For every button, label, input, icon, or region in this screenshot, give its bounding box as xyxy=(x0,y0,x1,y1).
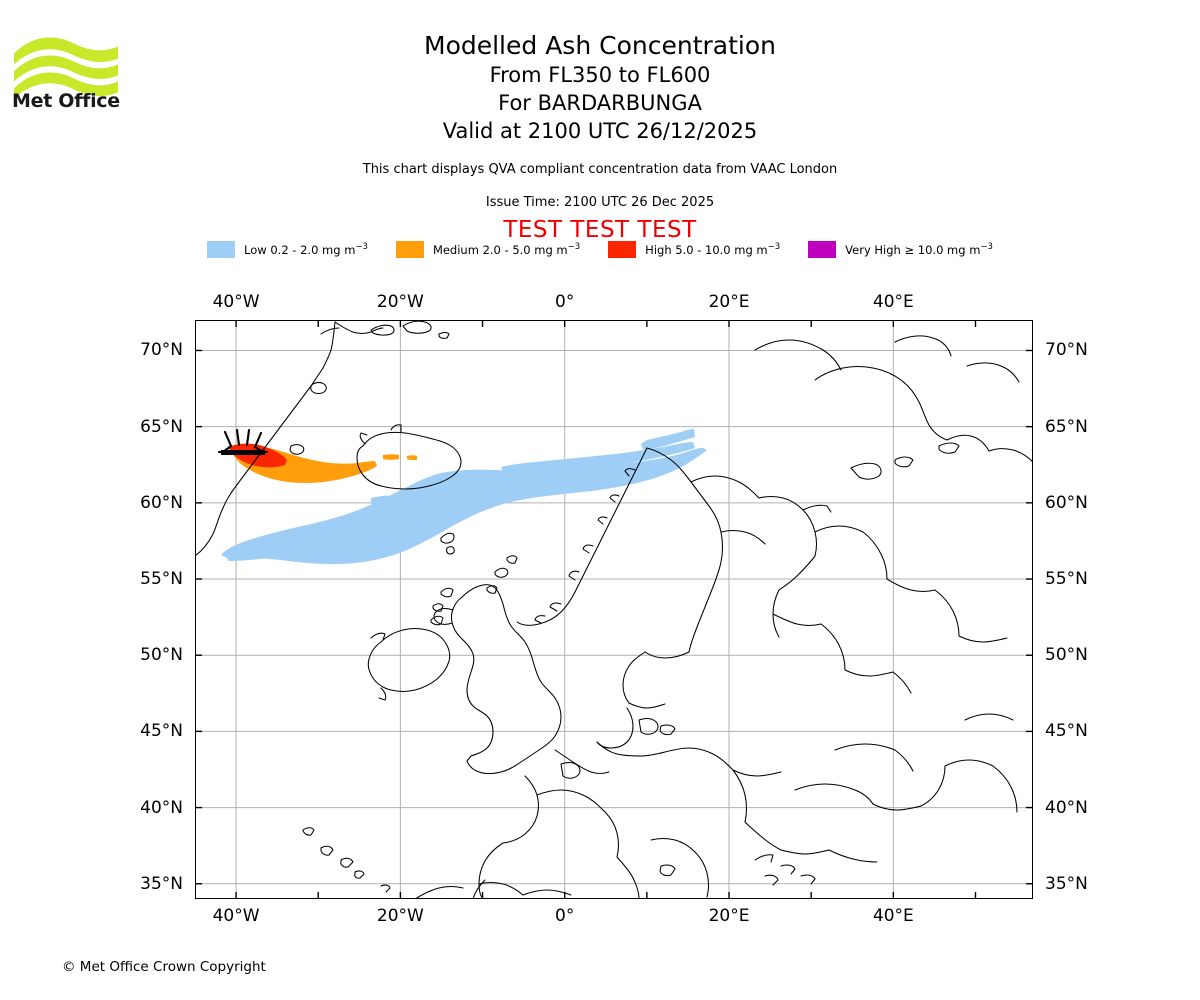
valid-time: Valid at 2100 UTC 26/12/2025 xyxy=(442,119,758,143)
copyright-footer: © Met Office Crown Copyright xyxy=(62,959,266,975)
lat-label-left: 65°N xyxy=(140,416,183,437)
legend-swatch xyxy=(207,241,236,258)
chart-note: This chart displays QVA compliant concen… xyxy=(362,162,838,177)
lon-label-top: 40°E xyxy=(872,292,914,312)
legend-swatch xyxy=(808,241,837,258)
lat-label-right: 35°N xyxy=(1045,873,1088,894)
lon-label-top: 40°W xyxy=(212,292,260,312)
lat-label-right: 55°N xyxy=(1045,569,1088,590)
map-gridlines xyxy=(195,320,1033,899)
lon-label-top: 20°W xyxy=(376,292,424,312)
met-office-logo xyxy=(14,37,118,99)
concentration-legend: Low 0.2 - 2.0 mg m−3 Medium 2.0 - 5.0 mg … xyxy=(0,241,1200,258)
lon-label-bottom: 0° xyxy=(555,906,575,926)
lat-label-right: 65°N xyxy=(1045,416,1088,437)
map-canvas xyxy=(195,320,1033,899)
map-plot-area xyxy=(195,320,1033,899)
test-banner: TEST TEST TEST xyxy=(503,217,697,243)
legend-label: Low 0.2 - 2.0 mg m−3 xyxy=(244,242,368,257)
logo-wordmark: Met Office xyxy=(12,90,120,112)
lat-label-right: 50°N xyxy=(1045,645,1088,666)
volcano-name-line: For BARDARBUNGA xyxy=(498,91,702,115)
legend-label: Medium 2.0 - 5.0 mg m−3 xyxy=(432,242,581,257)
lon-label-bottom: 40°E xyxy=(872,906,914,926)
volcano-marker-base xyxy=(221,450,265,455)
lat-label-left: 35°N xyxy=(140,873,183,894)
lat-label-left: 55°N xyxy=(140,569,183,590)
lon-label-top: 0° xyxy=(555,292,575,312)
lat-label-right: 45°N xyxy=(1045,721,1088,742)
legend-label: Very High ≥ 10.0 mg m−3 xyxy=(845,242,993,257)
legend-item-low: Low 0.2 - 2.0 mg m−3 xyxy=(207,241,368,258)
lat-label-left: 45°N xyxy=(140,721,183,742)
issue-time: Issue Time: 2100 UTC 26 Dec 2025 xyxy=(485,195,715,210)
lon-label-bottom: 40°W xyxy=(212,906,260,926)
logo-wave-shapes xyxy=(14,37,118,99)
lat-label-left: 50°N xyxy=(140,645,183,666)
flight-level-range: From FL350 to FL600 xyxy=(489,63,711,87)
lon-label-top: 20°E xyxy=(708,292,750,312)
legend-item-very-high: Very High ≥ 10.0 mg m−3 xyxy=(808,241,993,258)
legend-swatch xyxy=(608,241,637,258)
lon-label-bottom: 20°W xyxy=(376,906,424,926)
lon-label-bottom: 20°E xyxy=(708,906,750,926)
page-title: Modelled Ash Concentration xyxy=(424,31,776,60)
ash-region-low xyxy=(221,429,707,565)
chart-header: Modelled Ash Concentration From FL350 to… xyxy=(0,0,1200,243)
lat-label-left: 70°N xyxy=(140,340,183,361)
legend-item-medium: Medium 2.0 - 5.0 mg m−3 xyxy=(395,241,581,258)
lat-label-right: 60°N xyxy=(1045,492,1088,513)
legend-label: High 5.0 - 10.0 mg m−3 xyxy=(645,242,781,257)
lat-label-right: 40°N xyxy=(1045,797,1088,818)
lat-label-right: 70°N xyxy=(1045,340,1088,361)
lat-label-left: 40°N xyxy=(140,797,183,818)
lat-label-left: 60°N xyxy=(140,492,183,513)
legend-item-high: High 5.0 - 10.0 mg m−3 xyxy=(608,241,780,258)
coastlines xyxy=(195,320,1033,899)
ash-region-high xyxy=(229,443,287,468)
legend-swatch xyxy=(395,241,424,258)
